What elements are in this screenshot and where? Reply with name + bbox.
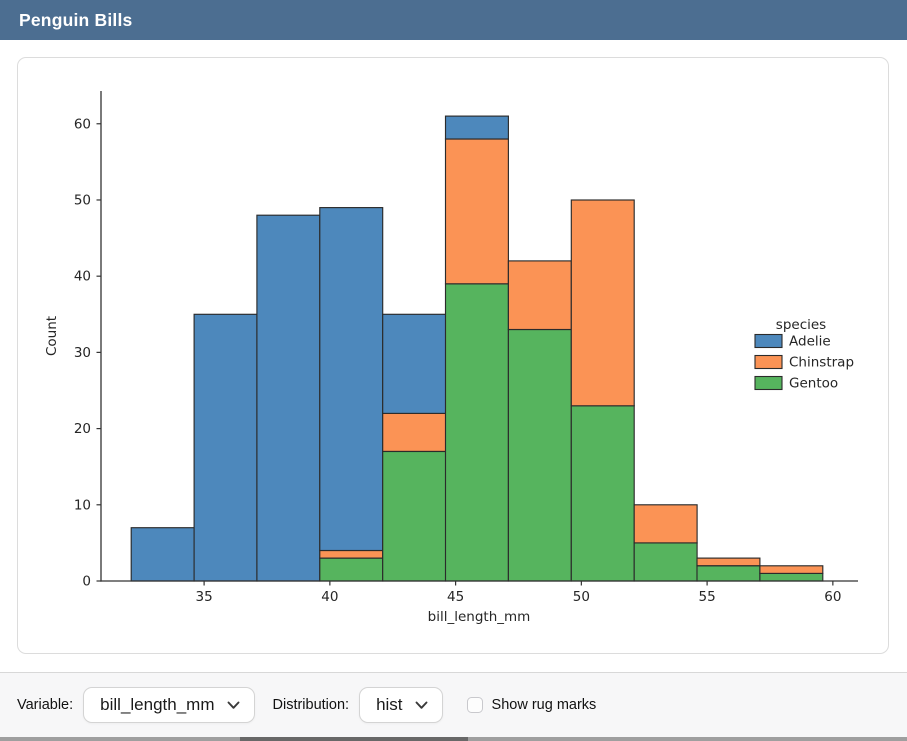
hist-bar-segment [382, 313, 447, 414]
distribution-select-value: hist [376, 695, 403, 714]
x-tick-label: 35 [196, 589, 213, 605]
y-tick-label: 60 [74, 116, 91, 132]
y-tick-label: 0 [82, 574, 91, 590]
legend-swatch-adelie [754, 333, 783, 349]
hist-bar-segment [507, 260, 572, 331]
hist-bar-segment [319, 207, 384, 552]
legend-title: species [776, 317, 826, 333]
hist-bar-segment [633, 504, 698, 544]
x-tick-label: 55 [699, 589, 716, 605]
hist-bar-segment [570, 405, 635, 582]
x-axis-label: bill_length_mm [428, 609, 531, 625]
x-tick-label: 60 [824, 589, 841, 605]
hist-bar-segment [444, 138, 509, 285]
hist-bar-segment [696, 565, 761, 582]
legend-entry-gentoo: Gentoo [789, 376, 838, 392]
hist-bar-segment [759, 565, 824, 574]
variable-select-value: bill_length_mm [100, 695, 215, 714]
hist-bar-segment [319, 549, 384, 559]
histogram-chart: 35 40 45 50 55 60 0 10 20 30 40 50 60 Adelie Chinstra… [44, 91, 858, 625]
scrollbar-thumb[interactable] [240, 737, 468, 741]
hist-bar-segment [256, 214, 321, 582]
distribution-select[interactable]: hist [359, 687, 443, 723]
y-axis-label: Count [44, 316, 60, 356]
chevron-down-icon [415, 701, 427, 709]
variable-select[interactable]: bill_length_mm [83, 687, 255, 723]
hist-bar-segment [193, 313, 258, 582]
hist-bar-segment [696, 557, 761, 567]
hist-bar-segment [382, 412, 447, 452]
y-tick-label: 20 [74, 421, 91, 437]
hist-bar-segment [130, 527, 195, 582]
hist-bar-segment [507, 328, 572, 582]
variable-label: Variable: [17, 697, 74, 713]
hist-bar-segment [382, 450, 447, 582]
controls-bar: Variable: bill_length_mm Distribution: h… [0, 673, 907, 737]
hist-bar-segment [319, 557, 384, 582]
y-tick-label: 30 [74, 345, 91, 361]
horizontal-scrollbar[interactable] [0, 737, 907, 741]
show-rug-checkbox[interactable] [466, 697, 483, 713]
legend-swatch-gentoo [754, 375, 783, 391]
chevron-down-icon [227, 701, 239, 709]
app-title: Penguin Bills [19, 9, 133, 30]
hist-bar-segment [759, 572, 824, 582]
legend-entry-chinstrap: Chinstrap [789, 355, 854, 371]
chart-card: 35 40 45 50 55 60 0 10 20 30 40 50 60 Adelie Chinstra… [17, 57, 889, 654]
distribution-label: Distribution: [272, 697, 350, 713]
legend-swatch-chinstrap [754, 354, 783, 370]
hist-bar-segment [570, 199, 635, 407]
x-tick-label: 50 [573, 589, 590, 605]
x-tick-label: 45 [447, 589, 464, 605]
hist-bar-segment [444, 115, 509, 140]
legend-entry-adelie: Adelie [789, 334, 831, 350]
y-tick-label: 40 [74, 269, 91, 285]
y-tick-label: 10 [74, 497, 91, 513]
hist-bar-segment [633, 542, 698, 582]
title-bar: Penguin Bills [0, 0, 907, 40]
x-tick-label: 40 [321, 589, 338, 605]
show-rug-label: Show rug marks [491, 697, 597, 713]
y-tick-label: 50 [74, 192, 91, 208]
hist-bar-segment [444, 283, 509, 582]
footer-divider [0, 672, 907, 673]
